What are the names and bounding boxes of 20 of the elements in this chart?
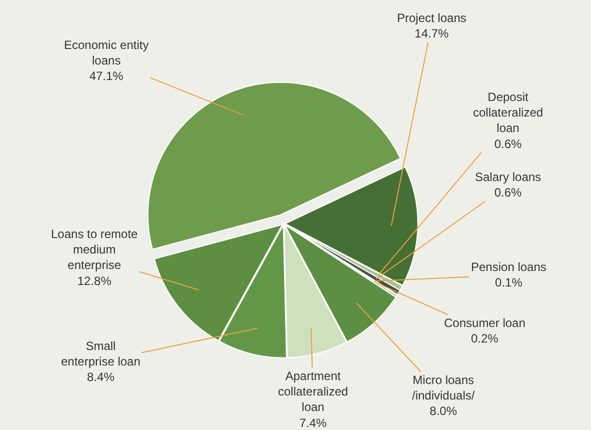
- slice-label: Pension loans: [471, 260, 546, 274]
- data-label: 47.1%: [89, 69, 124, 84]
- slice-label: Micro loans /individuals/: [412, 373, 476, 403]
- data-label: 12.8%: [77, 274, 112, 288]
- data-label: 0.2%: [471, 332, 499, 346]
- data-label: 7.4%: [299, 416, 328, 430]
- slice-label: Apartment collateralized loan: [278, 369, 348, 414]
- slice-label: Economic entity loans: [64, 38, 149, 68]
- slice-label: Consumer loan: [444, 316, 526, 330]
- data-label: 0.6%: [494, 186, 522, 200]
- slice-label: Project loans: [397, 11, 466, 25]
- data-label: 0.6%: [494, 136, 522, 151]
- slice-label: Small enterprise loan: [61, 339, 140, 369]
- data-label: 0.1%: [495, 276, 523, 290]
- data-label: 8.0%: [430, 404, 458, 418]
- slice-label: Salary loans: [475, 170, 542, 184]
- data-label: 14.7%: [414, 26, 450, 41]
- data-label: 8.4%: [87, 370, 115, 384]
- slice-label: Loans to remote medium enterprise: [51, 227, 138, 272]
- slice-label: Deposit collateralized loan: [473, 90, 544, 136]
